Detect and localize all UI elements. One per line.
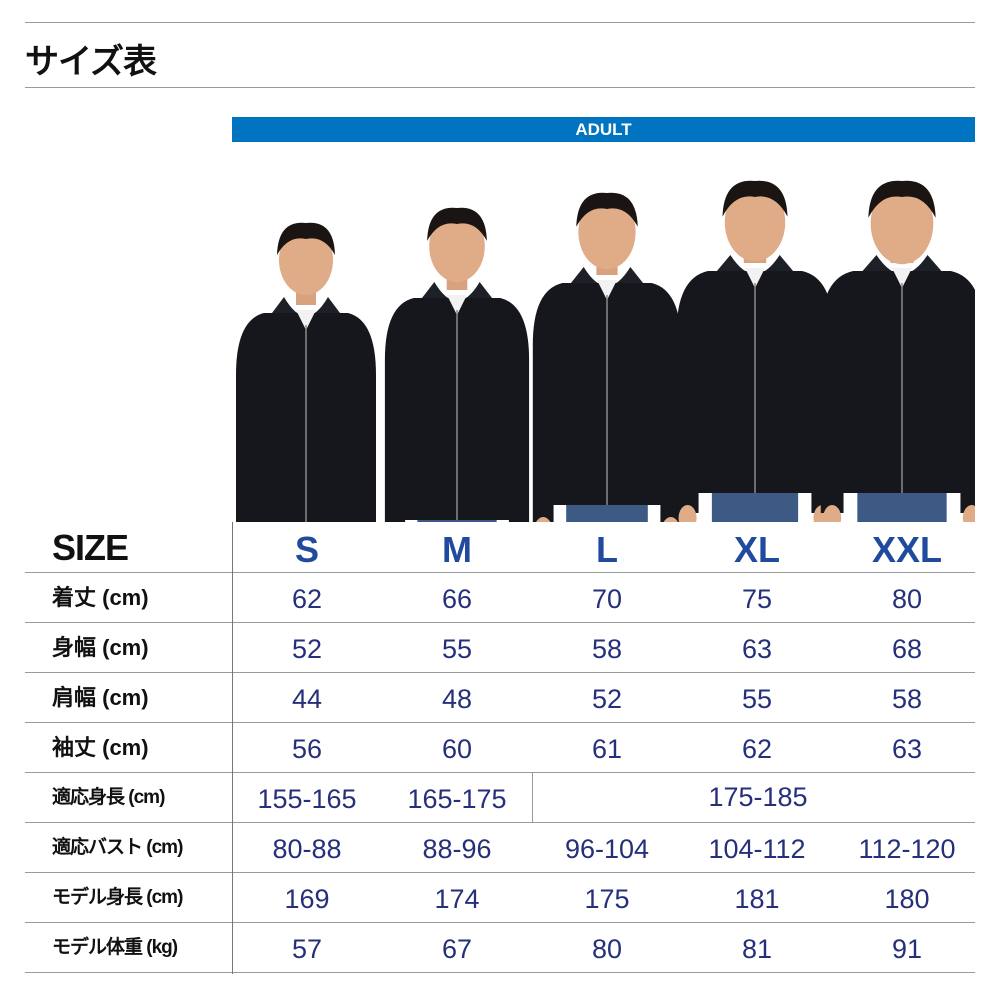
cell-value: 68 — [891, 634, 923, 664]
size-xl: XL — [733, 529, 780, 570]
cell-value: 62 — [741, 734, 773, 764]
row-label: 適応身長 (cm) — [52, 787, 165, 808]
cell-value: 180 — [884, 884, 930, 914]
cell-value: 70 — [591, 584, 623, 614]
cell-value: 58 — [891, 684, 923, 714]
page-title: サイズ表 — [25, 42, 157, 82]
cell-value: 80 — [591, 934, 623, 964]
row-label: 肩幅 (cm) — [52, 685, 149, 710]
cell-value: 60 — [441, 734, 473, 764]
table-row: モデル体重 (kg) 57 67 80 81 91 — [25, 922, 975, 973]
model-person — [532, 192, 682, 522]
row-label: 着丈 (cm) — [52, 585, 149, 610]
cell-value: 104-112 — [708, 834, 806, 864]
size-m: M — [442, 529, 472, 570]
row-label: 適応バスト (cm) — [52, 837, 183, 858]
size-label: SIZE — [52, 527, 129, 568]
model-person — [676, 180, 834, 522]
cell-value: 112-120 — [858, 834, 956, 864]
row-label: 袖丈 (cm) — [52, 735, 149, 760]
cell-value: 75 — [741, 584, 773, 614]
cell-value: 181 — [734, 884, 780, 914]
cell-value: 55 — [741, 684, 773, 714]
cell-value: 58 — [591, 634, 623, 664]
cell-value: 169 — [284, 884, 330, 914]
cell-value: 66 — [441, 584, 473, 614]
cell-value: 48 — [441, 684, 473, 714]
table-row: 着丈 (cm) 62 66 70 75 80 — [25, 572, 975, 623]
row-label: モデル体重 (kg) — [52, 937, 178, 958]
model-person — [384, 207, 530, 522]
table-row: 袖丈 (cm) 56 60 61 62 63 — [25, 722, 975, 773]
cell-value: 88-96 — [422, 834, 492, 864]
cell-value: 91 — [891, 934, 923, 964]
cell-value: 61 — [591, 734, 623, 764]
cell-value: 174 — [434, 884, 480, 914]
cell-value: 56 — [291, 734, 323, 764]
cell-value: 80-88 — [272, 834, 342, 864]
cell-value: 63 — [741, 634, 773, 664]
cell-value: 52 — [591, 684, 623, 714]
models-photo — [236, 180, 975, 522]
adult-band: ADULT — [232, 117, 975, 142]
cell-value: 62 — [291, 584, 323, 614]
table-row: 肩幅 (cm) 44 48 52 55 58 — [25, 672, 975, 723]
row-label: 身幅 (cm) — [52, 635, 149, 660]
table-row: モデル身長 (cm) 169 174 175 181 180 — [25, 872, 975, 923]
size-s: S — [294, 529, 319, 570]
cell-value: 57 — [291, 934, 323, 964]
table-row: 適応身長 (cm) 155-165 165-175 175-185 — [25, 772, 975, 823]
cell-value: 67 — [441, 934, 473, 964]
top-divider — [25, 22, 975, 23]
table-row: 適応バスト (cm) 80-88 88-96 96-104 104-112 112-120 — [25, 822, 975, 873]
cell-value: 63 — [891, 734, 923, 764]
label-column-divider — [232, 522, 233, 974]
cell-value: 44 — [291, 684, 323, 714]
model-person — [820, 180, 975, 522]
table-row: 身幅 (cm) 52 55 58 63 68 — [25, 622, 975, 673]
cell-value: 175-185 — [532, 772, 983, 822]
model-person — [236, 222, 376, 522]
size-l: L — [596, 529, 618, 570]
size-header-row: SIZE S M L XL XXL — [25, 522, 975, 573]
row-label: モデル身長 (cm) — [52, 887, 183, 908]
cell-value: 175 — [584, 884, 630, 914]
cell-value: 165-175 — [407, 784, 507, 814]
size-xxl: XXL — [871, 529, 942, 570]
cell-value: 55 — [441, 634, 473, 664]
cell-value: 52 — [291, 634, 323, 664]
cell-value: 155-165 — [257, 784, 357, 814]
cell-value: 96-104 — [564, 834, 650, 864]
title-divider — [25, 87, 975, 88]
cell-value: 80 — [891, 584, 923, 614]
cell-value: 81 — [741, 934, 773, 964]
